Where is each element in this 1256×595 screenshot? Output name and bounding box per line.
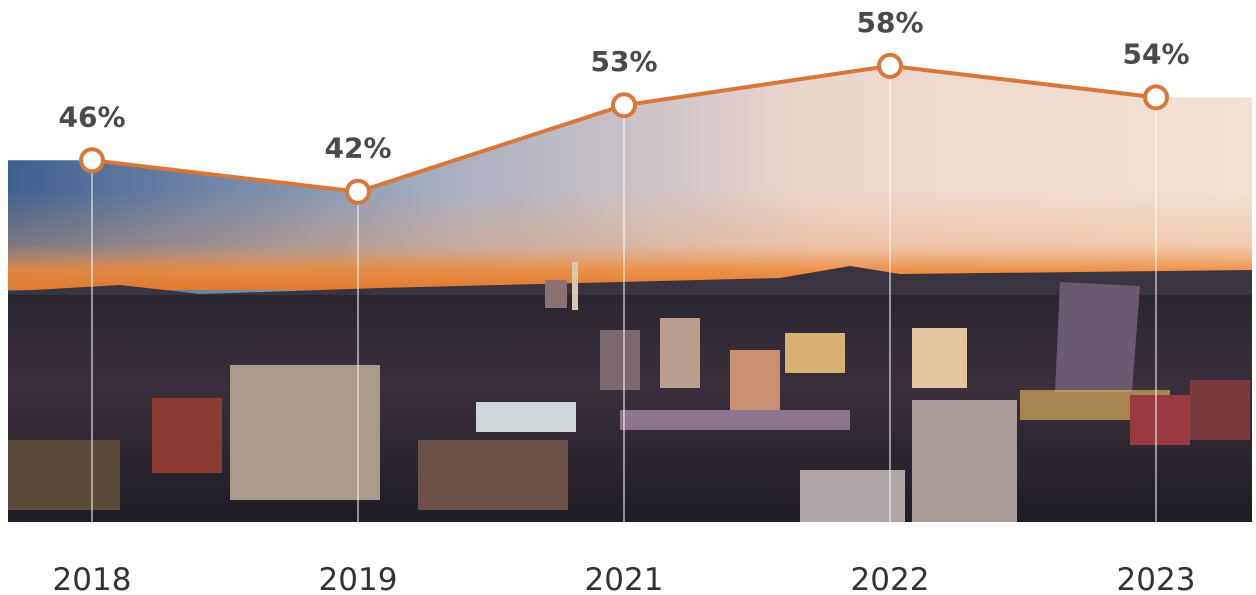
point: [1145, 86, 1167, 108]
x-tick-label: 2022: [851, 562, 930, 595]
value-label: 46%: [58, 100, 125, 133]
photo: [0, 0, 1256, 522]
x-tick-label: 2021: [585, 562, 664, 595]
chart: 46% 2018 42% 2019 53% 2021 58% 2022 54% 2023: [0, 0, 1256, 595]
value-label: 53%: [590, 45, 657, 78]
point: [879, 55, 901, 77]
value-label: 54%: [1122, 37, 1189, 70]
point: [613, 94, 635, 116]
point: [347, 181, 369, 203]
x-tick-label: 2023: [1117, 562, 1196, 595]
x-tick-label: 2018: [53, 562, 132, 595]
value-label: 42%: [324, 132, 391, 165]
value-label: 58%: [856, 6, 923, 39]
x-tick-label: 2019: [319, 562, 398, 595]
point: [81, 149, 103, 171]
